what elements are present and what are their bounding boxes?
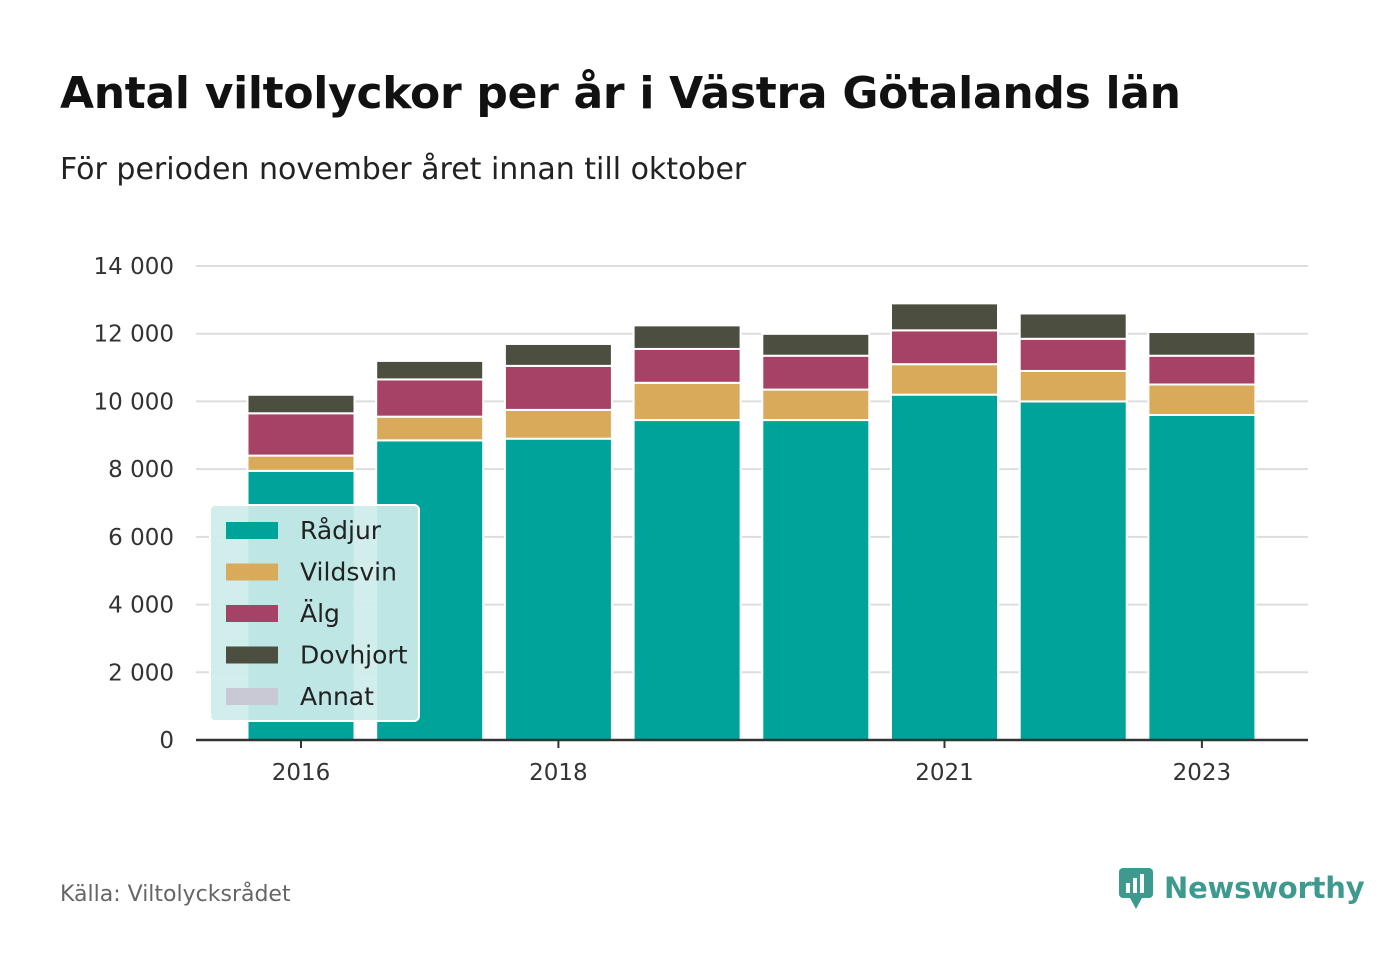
legend-swatch: [226, 563, 278, 581]
bar-segment: [503, 408, 613, 440]
bar-stack: [761, 331, 871, 741]
y-tick-label: 0: [159, 728, 174, 754]
bar-segment: [1147, 354, 1257, 386]
bar-segment: [632, 347, 742, 384]
bar-segment: [375, 415, 485, 442]
legend-swatch: [226, 688, 278, 705]
bar-segment: [503, 437, 613, 741]
bar-segment: [1018, 311, 1128, 315]
y-tick-label: 4 000: [108, 593, 174, 619]
legend-item: Annat: [226, 682, 374, 711]
legend-swatch: [226, 522, 278, 539]
bar-segment: [375, 359, 485, 381]
chart-bubble-icon: [1119, 868, 1153, 909]
legend-label: Dovhjort: [300, 641, 408, 670]
chart-title: Antal viltolyckor per år i Västra Götala…: [60, 68, 1181, 119]
bar-segment: [890, 302, 999, 332]
legend-item: Rådjur: [226, 516, 382, 545]
bar-segment: [890, 301, 999, 305]
legend-item: Vildsvin: [226, 558, 397, 587]
bar-stack: [890, 301, 999, 741]
bar-segment: [1018, 312, 1128, 340]
x-tick-label: 2021: [915, 760, 974, 786]
y-tick-label: 8 000: [108, 457, 174, 483]
legend-label: Annat: [300, 682, 374, 711]
bar-segment: [246, 393, 356, 415]
bar-segment: [890, 329, 999, 366]
bar-segment: [503, 364, 613, 411]
bar-segment: [632, 381, 742, 422]
bar-segment: [1018, 369, 1128, 403]
logo-text: Newsworthy: [1164, 871, 1365, 905]
bar-segment: [632, 323, 742, 327]
bar-segment: [761, 354, 871, 391]
bar-stack: [1018, 311, 1128, 741]
bar-segment: [1018, 400, 1128, 741]
bar-segment: [375, 378, 485, 418]
y-tick-label: 6 000: [108, 525, 174, 551]
y-axis-labels: 0 2 000 4 000 6 000 8 000 10 000 12 000 14 000: [94, 254, 174, 754]
bar-segment: [761, 388, 871, 422]
y-tick-label: 10 000: [94, 389, 174, 415]
bar-segment: [1018, 337, 1128, 372]
x-axis: [196, 738, 1308, 748]
legend-label: Älg: [300, 599, 340, 628]
bar-stack: [632, 323, 742, 741]
bar-segment: [761, 331, 871, 335]
y-tick-label: 2 000: [108, 660, 174, 686]
x-axis-labels: 2016 2018 2021 2023: [272, 760, 1231, 786]
bar-segment: [1147, 331, 1257, 357]
bar-segment: [632, 324, 742, 350]
bar-segment: [761, 332, 871, 357]
bar-segment: [375, 359, 485, 362]
bar-stack: [503, 341, 613, 741]
y-tick-label: 14 000: [94, 254, 174, 280]
bar-stack: [1147, 330, 1257, 741]
bar-segment: [1147, 413, 1257, 741]
newsworthy-logo: Newsworthy: [1118, 866, 1365, 910]
legend-box: [209, 504, 420, 722]
bar-segment: [503, 342, 613, 367]
bar-segment: [890, 363, 999, 396]
bar-segment: [246, 454, 356, 472]
y-tick-label: 12 000: [94, 322, 174, 348]
legend-item: Dovhjort: [226, 641, 408, 670]
x-tick-label: 2023: [1173, 760, 1232, 786]
legend-item: Älg: [226, 599, 340, 628]
legend-swatch: [226, 605, 278, 622]
bar-segment: [1147, 330, 1257, 334]
bar-segment: [632, 419, 742, 741]
bar-segment: [1147, 383, 1257, 416]
bar-segment: [890, 393, 999, 741]
bar-segment: [246, 412, 356, 457]
legend: Rådjur Vildsvin Älg Dovhjort Annat: [209, 504, 420, 722]
x-tick-label: 2018: [529, 760, 588, 786]
bar-segment: [761, 419, 871, 741]
legend-swatch: [226, 646, 278, 664]
legend-label: Rådjur: [300, 516, 382, 545]
legend-label: Vildsvin: [300, 558, 397, 587]
x-tick-label: 2016: [272, 760, 331, 786]
source-note: Källa: Viltolycksrådet: [60, 882, 291, 907]
bar-segment: [503, 341, 613, 345]
chart-subtitle: För perioden november året innan till ok…: [60, 152, 747, 187]
bar-segment: [246, 392, 356, 396]
